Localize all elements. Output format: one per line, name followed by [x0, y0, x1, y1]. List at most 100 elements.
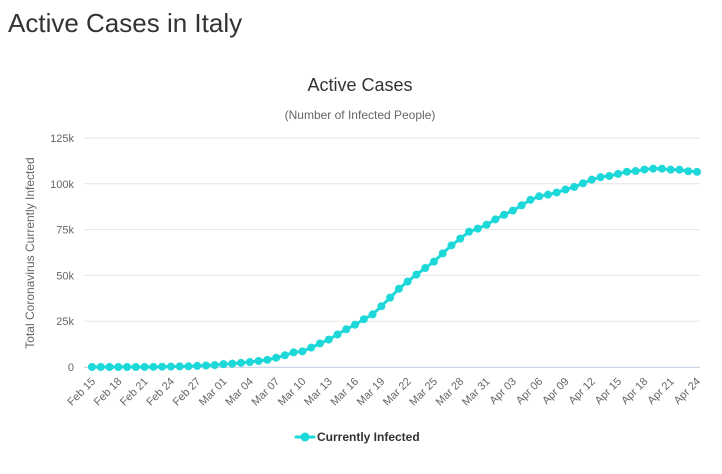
data-point[interactable]	[351, 320, 360, 329]
data-point[interactable]	[219, 360, 228, 369]
data-point[interactable]	[657, 164, 666, 173]
x-tick-label: Mar 22	[381, 376, 414, 409]
data-point[interactable]	[193, 361, 202, 370]
data-point[interactable]	[465, 227, 474, 236]
data-point[interactable]	[543, 190, 552, 199]
x-tick-label: Feb 24	[144, 376, 177, 409]
data-point[interactable]	[491, 215, 500, 224]
data-point[interactable]	[482, 220, 491, 229]
data-point[interactable]	[131, 362, 140, 371]
data-point[interactable]	[201, 361, 210, 370]
y-tick-label: 0	[68, 362, 74, 374]
x-tick-label: Mar 16	[328, 376, 361, 409]
data-point[interactable]	[280, 351, 289, 360]
data-point[interactable]	[693, 167, 701, 176]
data-point[interactable]	[403, 277, 412, 286]
data-point[interactable]	[500, 210, 509, 219]
y-tick-label: 125k	[50, 133, 74, 145]
x-tick-label: Mar 28	[434, 376, 467, 409]
data-point[interactable]	[386, 293, 395, 302]
data-point[interactable]	[473, 224, 482, 233]
data-point[interactable]	[614, 169, 623, 178]
x-tick-label: Apr 15	[593, 376, 624, 407]
y-tick-label: 75k	[56, 225, 74, 237]
data-point[interactable]	[640, 165, 649, 174]
data-point[interactable]	[263, 355, 272, 364]
data-point[interactable]	[307, 343, 316, 352]
data-point[interactable]	[526, 195, 535, 204]
data-point[interactable]	[421, 264, 430, 273]
data-point[interactable]	[517, 201, 526, 210]
data-point[interactable]	[552, 188, 561, 197]
x-tick-label: Mar 31	[460, 376, 493, 409]
data-point[interactable]	[359, 315, 368, 324]
data-point[interactable]	[272, 353, 281, 362]
x-tick-label: Mar 19	[355, 376, 388, 409]
data-point[interactable]	[315, 339, 324, 348]
data-point[interactable]	[587, 175, 596, 184]
x-tick-label: Feb 15	[65, 376, 98, 409]
data-point[interactable]	[140, 362, 149, 371]
data-point[interactable]	[368, 310, 377, 319]
x-tick-label: Mar 01	[197, 376, 230, 409]
data-point[interactable]	[438, 249, 447, 258]
data-point[interactable]	[429, 257, 438, 266]
data-point[interactable]	[684, 167, 693, 176]
plot-area	[88, 164, 701, 371]
x-tick-label: Apr 03	[488, 376, 519, 407]
data-point[interactable]	[289, 348, 298, 357]
data-point[interactable]	[245, 358, 254, 367]
data-point[interactable]	[570, 182, 579, 191]
data-point[interactable]	[114, 362, 123, 371]
x-tick-label: Feb 27	[171, 376, 204, 409]
data-point[interactable]	[105, 362, 114, 371]
data-point[interactable]	[333, 330, 342, 339]
data-point[interactable]	[394, 284, 403, 293]
data-point[interactable]	[579, 179, 588, 188]
x-tick-label: Feb 18	[92, 376, 125, 409]
y-axis-title: Total Coronavirus Currently Infected	[23, 157, 37, 348]
legend[interactable]: Currently Infected	[294, 430, 420, 444]
data-point[interactable]	[237, 358, 246, 367]
data-point[interactable]	[508, 206, 517, 215]
data-point[interactable]	[175, 362, 184, 371]
data-point[interactable]	[666, 165, 675, 174]
data-point[interactable]	[605, 171, 614, 180]
data-point[interactable]	[447, 241, 456, 250]
x-tick-label: Apr 06	[514, 376, 545, 407]
data-point[interactable]	[561, 185, 570, 194]
x-tick-label: Feb 21	[118, 376, 151, 409]
data-point[interactable]	[596, 173, 605, 182]
x-tick-label: Mar 13	[302, 376, 335, 409]
x-tick-label: Apr 18	[619, 376, 650, 407]
data-point[interactable]	[649, 164, 658, 173]
data-point[interactable]	[675, 165, 684, 174]
x-tick-label: Apr 24	[672, 376, 703, 407]
data-point[interactable]	[456, 234, 465, 243]
x-tick-label: Mar 25	[407, 376, 440, 409]
data-point[interactable]	[184, 362, 193, 371]
data-point[interactable]	[535, 192, 544, 201]
y-tick-label: 50k	[56, 270, 74, 282]
y-tick-label: 100k	[50, 179, 74, 191]
data-point[interactable]	[622, 167, 631, 176]
data-point[interactable]	[96, 362, 105, 371]
data-point[interactable]	[210, 361, 219, 370]
data-point[interactable]	[324, 335, 333, 344]
data-point[interactable]	[342, 325, 351, 334]
data-point[interactable]	[298, 347, 307, 356]
data-point[interactable]	[228, 359, 237, 368]
data-point[interactable]	[166, 362, 175, 371]
data-point[interactable]	[412, 270, 421, 279]
data-point[interactable]	[123, 362, 132, 371]
data-point[interactable]	[631, 167, 640, 176]
data-point[interactable]	[377, 302, 386, 311]
legend-label-currently-infected[interactable]: Currently Infected	[317, 430, 420, 444]
data-point[interactable]	[158, 362, 167, 371]
data-point[interactable]	[88, 362, 96, 371]
data-point[interactable]	[254, 356, 263, 365]
x-tick-label: Mar 07	[250, 376, 283, 409]
data-point[interactable]	[149, 362, 158, 371]
